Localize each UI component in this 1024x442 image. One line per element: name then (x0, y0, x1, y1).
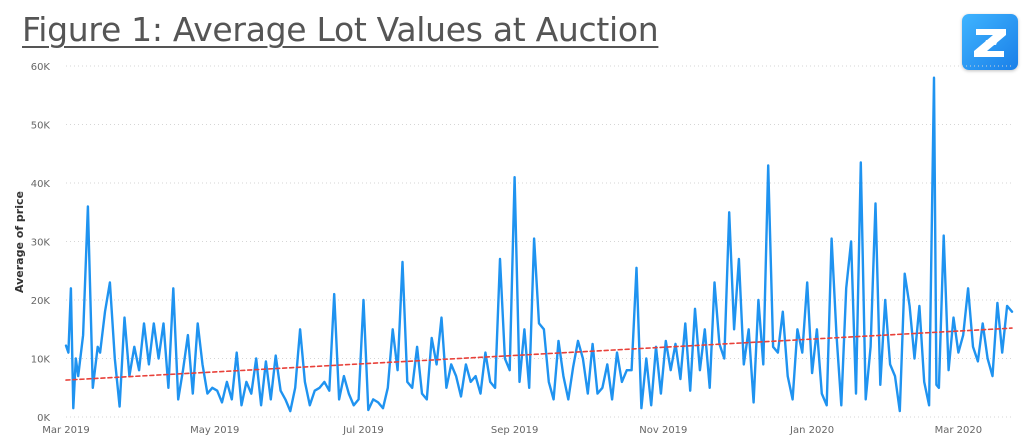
x-tick-label: May 2019 (190, 425, 239, 436)
x-axis-ticks: Mar 2019 May 2019 Jul 2019 Sep 2019 Nov 2019… (42, 425, 982, 436)
x-tick-label: Jul 2019 (342, 425, 384, 436)
y-axis-ticks: 0K 10K 20K 30K 40K 50K 60K (31, 62, 51, 424)
y-axis-label: Average of price (13, 191, 26, 293)
x-tick-label: Mar 2020 (935, 425, 983, 436)
y-tick-label: 50K (31, 121, 51, 132)
plot-area (64, 76, 1014, 413)
y-tick-label: 60K (31, 62, 51, 73)
y-tick-label: 10K (31, 355, 51, 366)
x-tick-label: Sep 2019 (491, 425, 538, 436)
y-tick-label: 30K (31, 238, 51, 249)
x-tick-label: Nov 2019 (639, 425, 687, 436)
y-tick-label: 0K (37, 413, 50, 424)
chart-title: Figure 1: Average Lot Values at Auction (22, 10, 659, 49)
trend-line (65, 327, 1013, 381)
y-tick-label: 40K (31, 179, 51, 190)
x-tick-label: Jan 2020 (789, 425, 834, 436)
y-tick-label: 20K (31, 296, 51, 307)
x-tick-label: Mar 2019 (42, 425, 90, 436)
price-series-line (64, 76, 1014, 413)
z-logo-icon (962, 14, 1018, 70)
